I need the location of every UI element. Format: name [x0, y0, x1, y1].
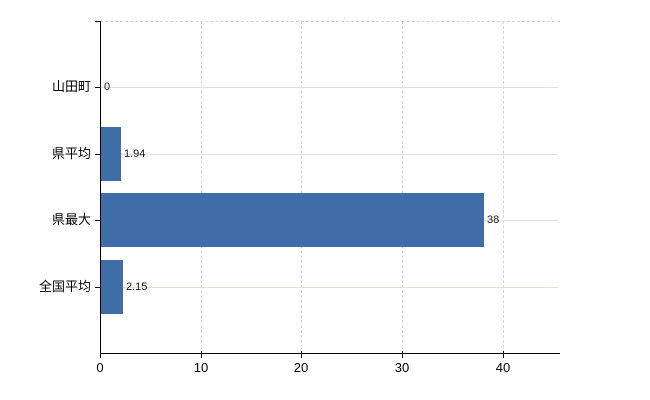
bar-全国平均	[101, 260, 123, 314]
value-label: 38	[487, 214, 500, 226]
x-tick-label: 10	[193, 360, 209, 375]
y-axis	[100, 21, 101, 358]
x-axis-tick	[100, 351, 101, 358]
horizontal-gridline	[100, 87, 558, 88]
value-label: 1.94	[124, 148, 146, 160]
category-label-3: 県最大	[51, 212, 91, 227]
horizontal-gridline	[100, 154, 558, 155]
x-tick-label: 40	[495, 360, 511, 375]
x-axis-tick	[301, 351, 302, 358]
category-label-4: 全国平均	[38, 279, 91, 294]
x-axis	[100, 353, 560, 354]
vertical-gridline	[401, 21, 403, 353]
y-axis-tick	[95, 154, 101, 155]
horizontal-gridline	[100, 287, 558, 288]
x-axis-tick	[402, 351, 403, 358]
category-label-1: 山田町	[51, 79, 91, 94]
x-tick-label: 0	[96, 360, 104, 375]
x-tick-label: 30	[394, 360, 410, 375]
vertical-gridline	[301, 21, 303, 353]
y-axis-top-tick	[95, 21, 101, 22]
bar-県平均	[101, 127, 121, 181]
bar-県最大	[101, 193, 484, 247]
y-axis-tick	[95, 287, 101, 288]
x-axis-tick	[201, 351, 202, 358]
y-axis-tick	[95, 87, 101, 88]
value-label: 2.15	[126, 281, 148, 293]
y-axis-tick	[95, 220, 101, 221]
vertical-gridline	[502, 21, 504, 353]
x-tick-label: 20	[293, 360, 309, 375]
category-label-2: 県平均	[51, 146, 91, 161]
value-label: 0	[104, 81, 111, 93]
vertical-gridline	[200, 21, 202, 353]
plot-top-border	[100, 21, 560, 22]
x-axis-tick	[503, 351, 504, 358]
